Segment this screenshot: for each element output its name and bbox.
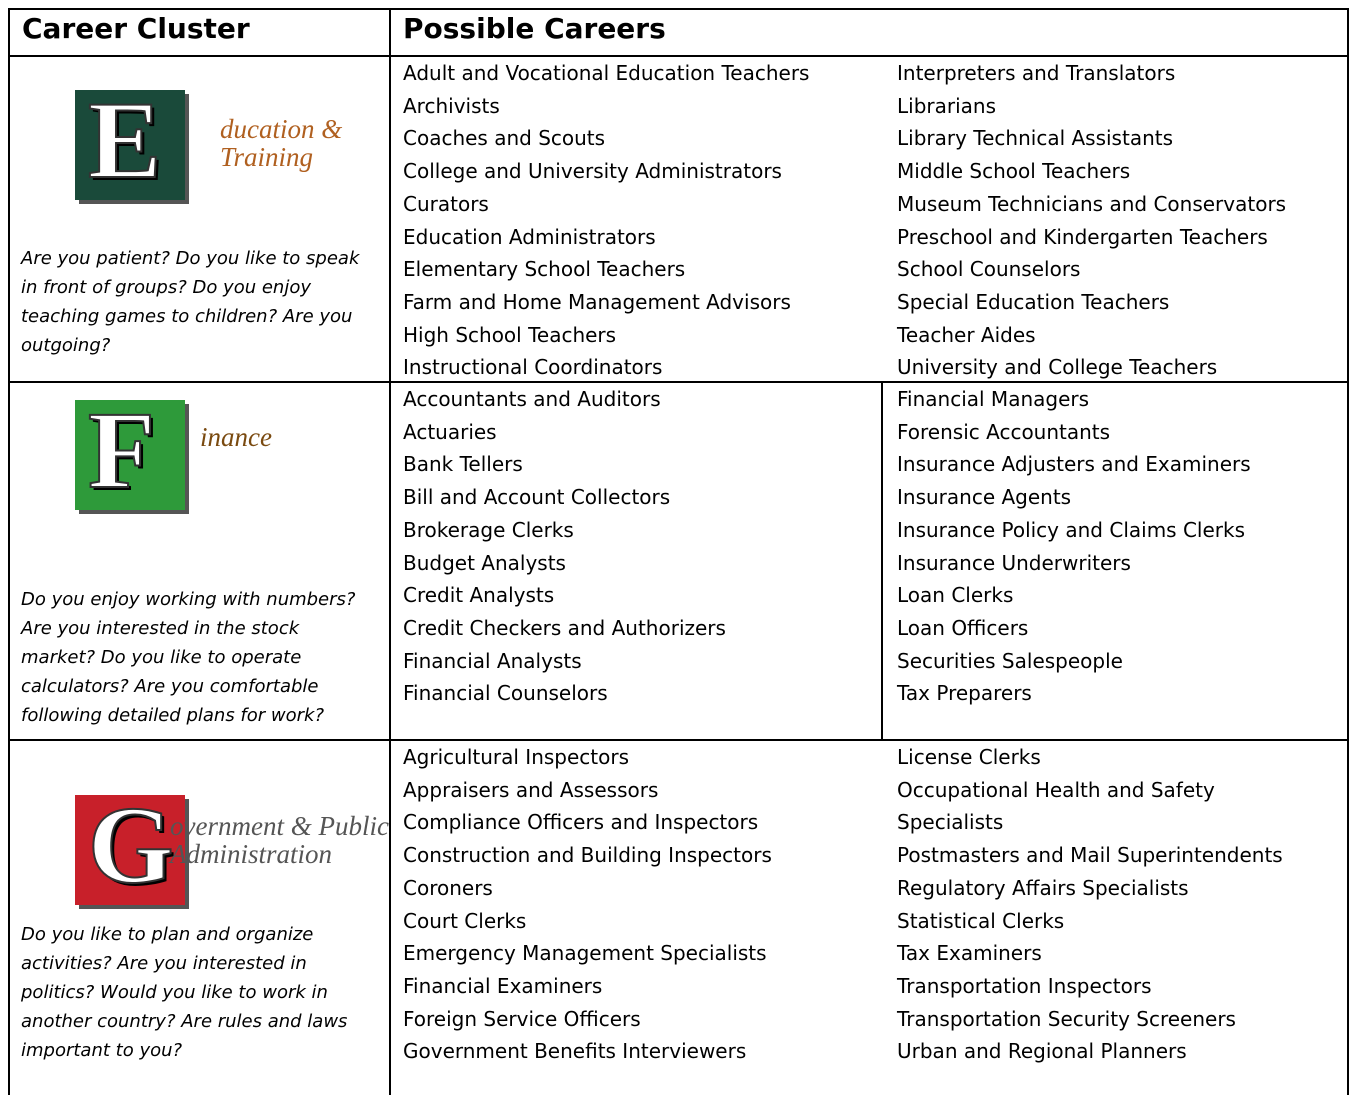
career: Insurance Agents [897,485,1072,510]
logo-letter: F [87,388,156,512]
career: Teacher Aides [897,322,1036,347]
border [8,739,1349,741]
career: Budget Analysts [403,550,566,575]
career: College and University Administrators [403,159,782,184]
career: University and College Teachers [897,355,1218,380]
career: Specialists [897,810,1004,835]
career: Government Benefits Interviewers [403,1039,747,1064]
logo-letter: G [87,783,175,907]
career: Preschool and Kindergarten Teachers [897,224,1268,249]
career: Financial Counselors [403,681,608,706]
logo-text: Administration [170,839,333,869]
career: Brokerage Clerks [403,517,574,542]
career: Construction and Building Inspectors [403,843,772,868]
career: Coroners [403,875,493,900]
career: Urban and Regional Planners [897,1039,1187,1064]
career: Bank Tellers [403,452,523,477]
career: Securities Salespeople [897,648,1123,673]
career: Financial Examiners [403,973,603,998]
border [8,8,1349,10]
career: Special Education Teachers [897,289,1170,314]
career: Library Technical Assistants [897,126,1174,151]
border [8,8,10,1095]
career: Actuaries [403,419,497,444]
border [8,381,1349,383]
career: Adult and Vocational Education Teachers [403,61,810,85]
header-cell: Career Cluster [22,12,250,45]
logo-box [75,90,185,200]
logo-letter: E [87,78,162,202]
border [1347,8,1349,1095]
career: Museum Technicians and Conservators [897,191,1287,216]
career: Elementary School Teachers [403,257,686,282]
career: Loan Clerks [897,583,1014,608]
career: Insurance Adjusters and Examiners [897,452,1251,477]
career: Statistical Clerks [897,908,1065,933]
career: Insurance Policy and Claims Clerks [897,517,1245,542]
career: Archivists [403,93,500,118]
border [8,55,1349,57]
career: Education Administrators [403,224,656,249]
question: Do you enjoy working with numbers? Are y… [21,589,356,726]
logo-text: inance [200,422,272,452]
border [881,381,883,740]
career: Financial Managers [897,387,1090,411]
career: Coaches and Scouts [403,126,606,151]
logo-text: ducation & [220,114,343,144]
career: Agricultural Inspectors [403,745,630,769]
career: Court Clerks [403,908,527,933]
career: Transportation Security Screeners [897,1006,1236,1031]
career: Regulatory Affairs Specialists [897,875,1189,900]
question: Are you patient? Do you like to speak in… [21,248,360,356]
career: Forensic Accountants [897,419,1111,444]
career: Middle School Teachers [897,159,1131,184]
career: Occupational Health and Safety [897,777,1215,802]
career: Instructional Coordinators [403,355,663,380]
career: Financial Analysts [403,648,582,673]
career: Bill and Account Collectors [403,485,671,510]
career: Librarians [897,93,997,118]
question: Do you like to plan and organize activit… [21,924,348,1061]
logo-text: overnment & Public [170,811,389,841]
career: Emergency Management Specialists [403,941,767,966]
career: Transportation Inspectors [897,973,1152,998]
logo-box [75,400,185,510]
career: Foreign Service Officers [403,1006,641,1031]
career: Interpreters and Translators [897,61,1176,85]
header-cell: Possible Careers [403,12,666,45]
career: High School Teachers [403,322,617,347]
career: Insurance Underwriters [897,550,1131,575]
career: Credit Analysts [403,583,555,608]
career: Accountants and Auditors [403,387,661,411]
career: Tax Examiners [897,941,1042,966]
career: Loan Officers [897,615,1029,640]
career: Credit Checkers and Authorizers [403,615,726,640]
career: Curators [403,191,489,216]
career: License Clerks [897,745,1041,769]
logo-text: Training [220,142,314,172]
career: Farm and Home Management Advisors [403,289,791,314]
career: Tax Preparers [897,681,1032,706]
career: Postmasters and Mail Superintendents [897,843,1283,868]
career: School Counselors [897,257,1081,282]
border [389,8,391,1095]
career: Compliance Officers and Inspectors [403,810,759,835]
logo-box [75,795,185,905]
career: Appraisers and Assessors [403,777,659,802]
